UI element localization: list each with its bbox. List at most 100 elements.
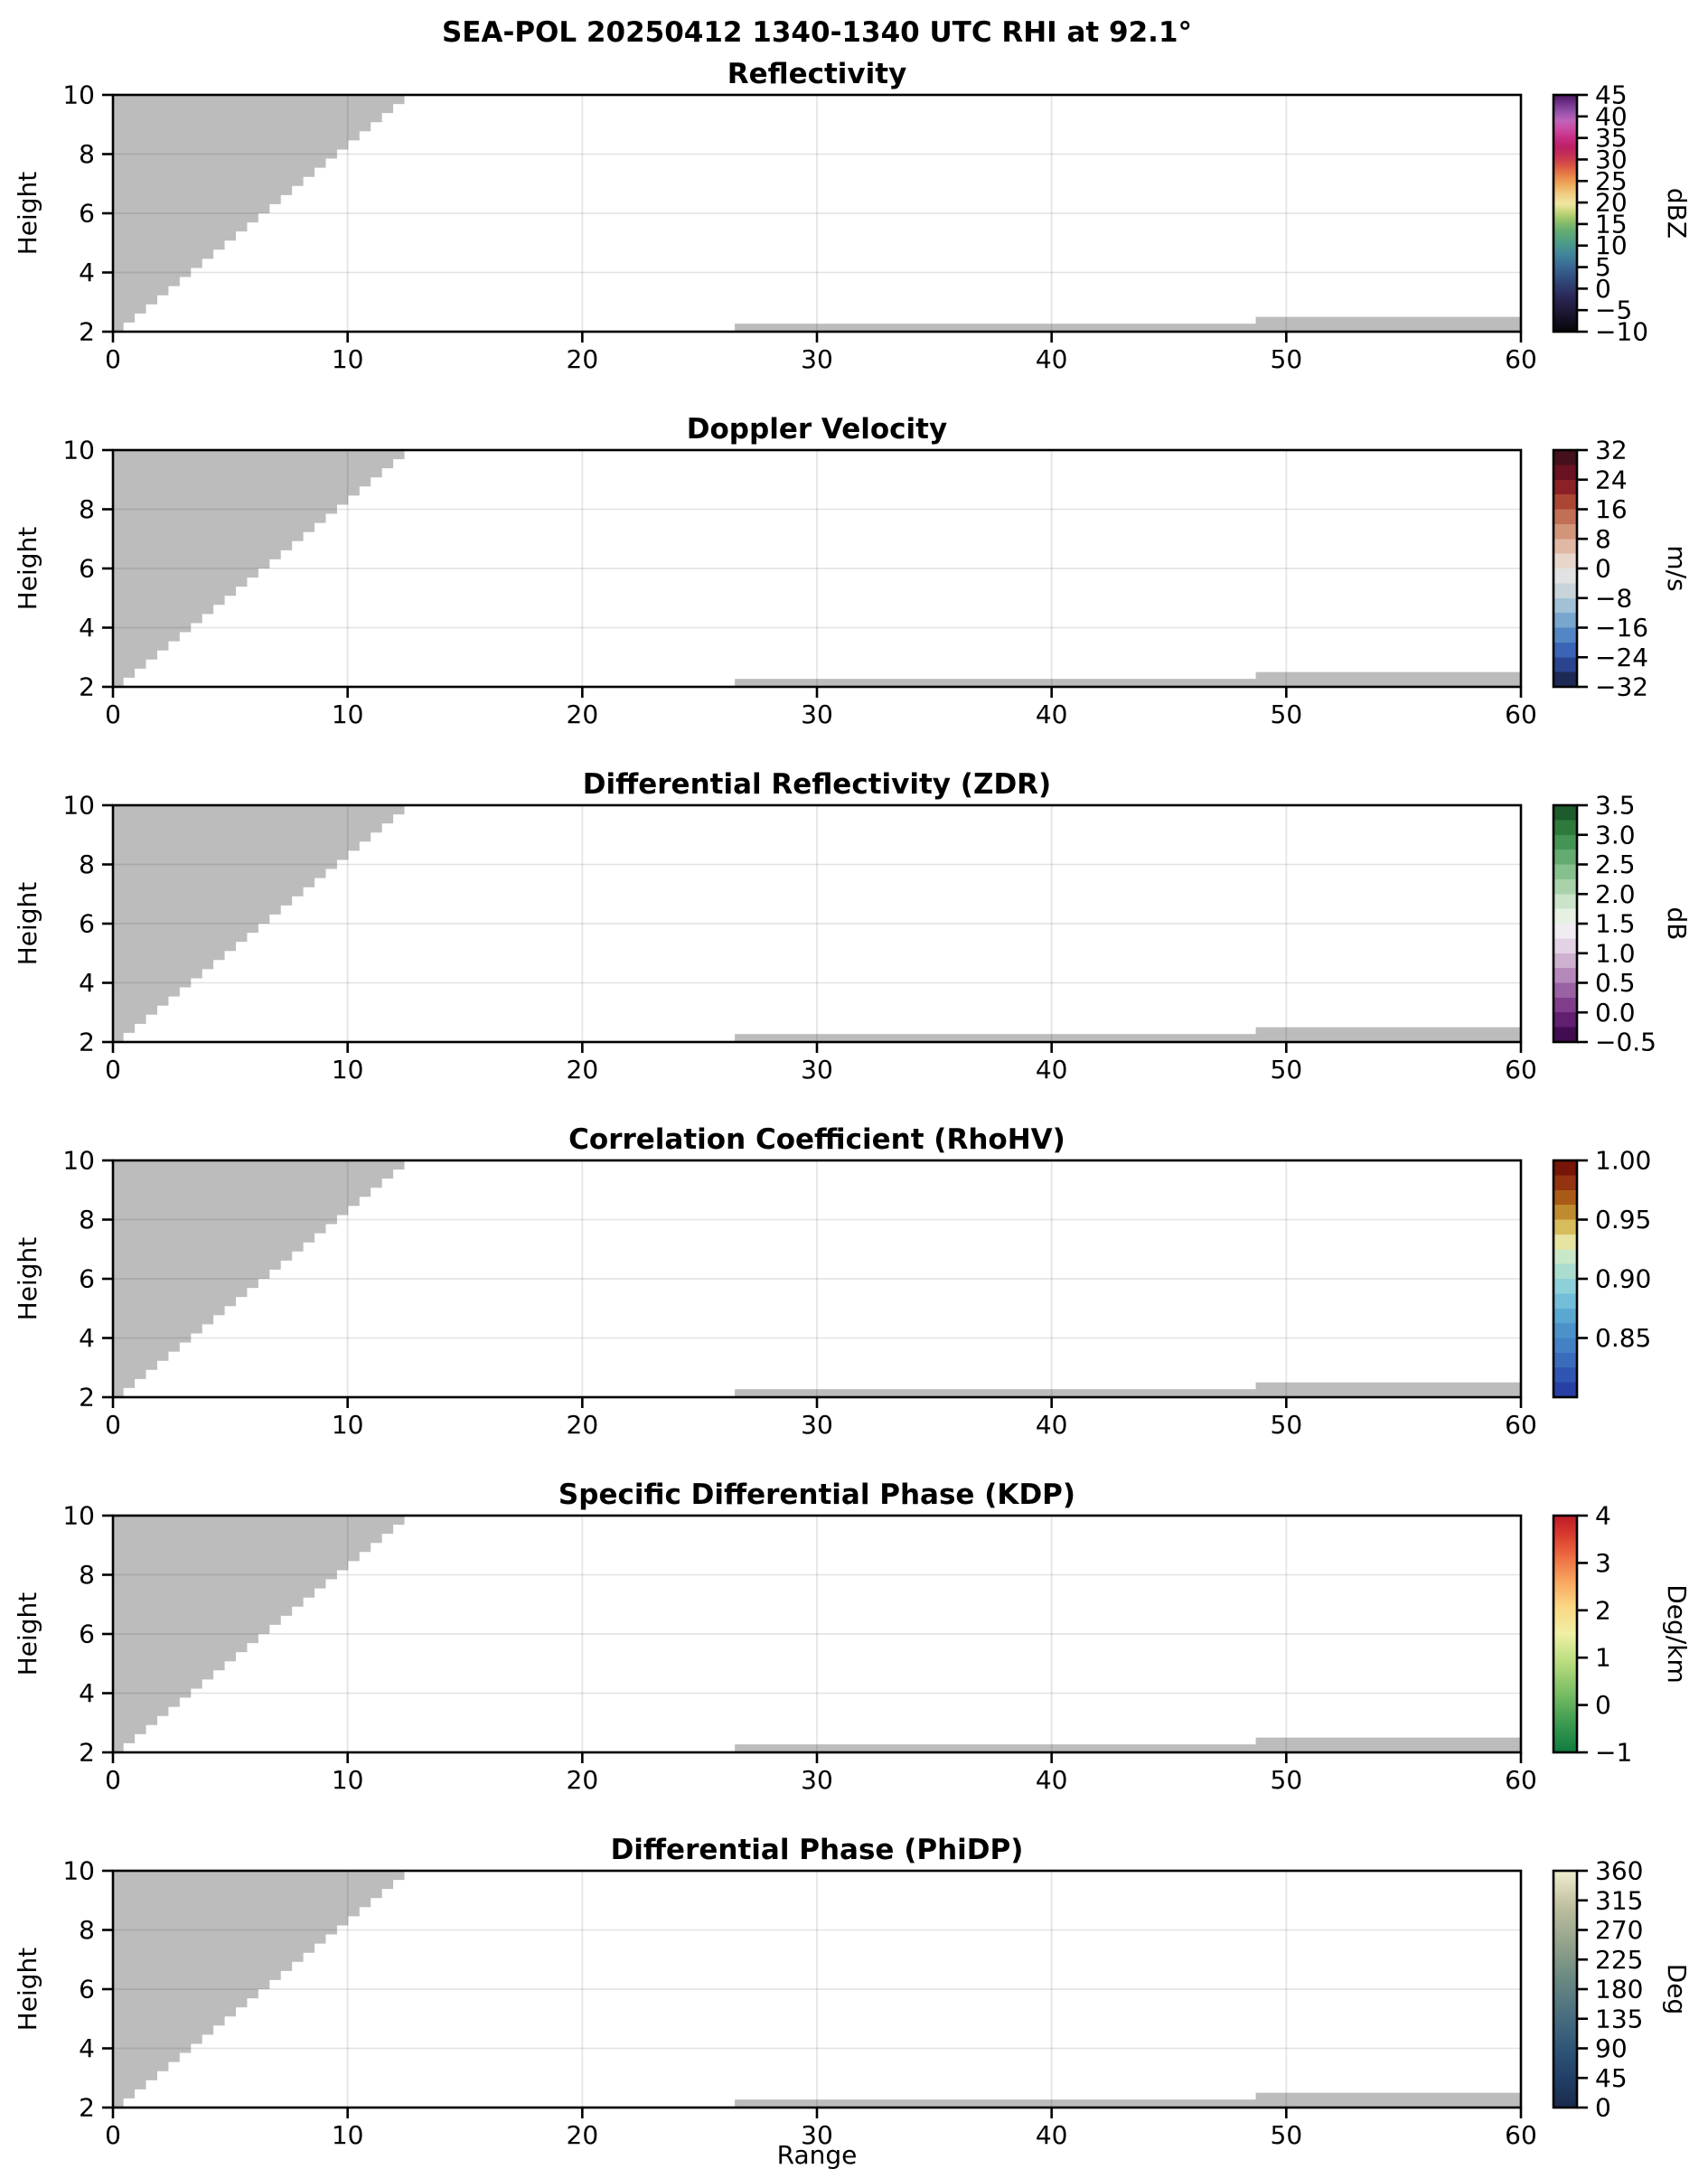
y-tick-label: 6 — [79, 554, 95, 584]
x-tick-label: 40 — [1036, 1765, 1068, 1795]
colorbar-tick-label: 20 — [1595, 188, 1628, 218]
x-tick-label: 50 — [1271, 1055, 1303, 1084]
panel-phidp: Differential Phase (PhiDP)0 10 20 30 40 50 601… — [13, 1834, 1692, 2150]
y-tick-label: 4 — [79, 613, 95, 643]
y-tick-label: 10 — [62, 1146, 95, 1176]
colorbar-tick-label: 8 — [1595, 524, 1611, 554]
colorbar-tick-label: 0.0 — [1595, 998, 1636, 1028]
x-tick-label: 50 — [1271, 1410, 1303, 1440]
x-tick-label: 60 — [1505, 700, 1537, 729]
y-axis-label: Height — [13, 527, 42, 611]
masked-region-strip-1 — [1255, 2092, 1521, 2108]
colorbar-unit-label: dB — [1662, 907, 1692, 941]
x-tick-label: 20 — [567, 2120, 599, 2150]
y-tick-label: 2 — [79, 1383, 95, 1413]
x-tick-label: 40 — [1036, 700, 1068, 729]
figure-title: SEA-POL 20250412 1340-1340 UTC RHI at 92… — [442, 16, 1192, 49]
x-axis-label: Range — [777, 2140, 858, 2169]
x-tick-label: 60 — [1505, 1410, 1537, 1440]
colorbar-tick-label: 2.5 — [1595, 850, 1636, 879]
x-tick-label: 30 — [801, 1410, 833, 1440]
panel-kdp: Specific Differential Phase (KDP)0 10 20 30… — [13, 1479, 1692, 1795]
colorbar-tick-label: 0 — [1595, 2093, 1611, 2123]
x-tick-label: 20 — [567, 344, 599, 374]
y-axis-label: Height — [13, 882, 42, 966]
x-tick-label: 60 — [1505, 2120, 1537, 2150]
panel-velocity: Doppler Velocity 0 10 20 30 40 50 60 10 8 6 4 2 Heigh… — [13, 413, 1692, 729]
colorbar-tick-label: 40 — [1595, 101, 1628, 131]
masked-region-wedge — [113, 450, 416, 687]
colorbar-velocity — [1552, 448, 1579, 689]
y-tick-label: 6 — [79, 1264, 95, 1294]
x-tick-label: 40 — [1036, 2120, 1068, 2150]
masked-region-strip-0 — [735, 1389, 1521, 1397]
colorbar-tick-label: 270 — [1595, 1915, 1643, 1945]
x-tick-label: 20 — [567, 700, 599, 729]
colorbar-tick-label: 3.0 — [1595, 820, 1636, 850]
panel-title-reflectivity: Reflectivity — [727, 58, 907, 90]
colorbar-tick-label: −0.5 — [1595, 1028, 1656, 1057]
x-tick-label: 20 — [567, 1765, 599, 1795]
colorbar-tick-label: 24 — [1595, 465, 1628, 494]
colorbar-unit-label: m/s — [1662, 545, 1692, 591]
colorbar-kdp — [1552, 1514, 1579, 1754]
x-tick-label: 30 — [801, 344, 833, 374]
y-tick-label: 10 — [62, 1501, 95, 1531]
x-tick-label: 50 — [1271, 700, 1303, 729]
y-tick-label: 6 — [79, 199, 95, 229]
colorbar-tick-label: 1.00 — [1595, 1146, 1651, 1176]
masked-region-wedge — [113, 805, 416, 1042]
colorbar-tick-label: 0.95 — [1595, 1205, 1651, 1235]
y-tick-label: 10 — [62, 791, 95, 821]
colorbar-tick-label: 0 — [1595, 274, 1611, 304]
x-tick-label: 10 — [332, 1765, 364, 1795]
masked-region-strip-1 — [1255, 671, 1521, 687]
colorbar-tick-label: −16 — [1595, 613, 1648, 643]
x-tick-label: 10 — [332, 1410, 364, 1440]
x-tick-label: 60 — [1505, 1055, 1537, 1084]
x-tick-label: 60 — [1505, 1765, 1537, 1795]
colorbar-tick-label: 0 — [1595, 554, 1611, 584]
colorbar-unit-label: dBZ — [1662, 188, 1692, 239]
masked-region-wedge — [113, 95, 416, 332]
colorbar-reflectivity — [1552, 93, 1579, 333]
y-tick-label: 8 — [79, 1205, 95, 1235]
panel-title-zdr: Differential Reflectivity (ZDR) — [583, 768, 1051, 801]
masked-region-wedge — [113, 1871, 416, 2108]
masked-region-strip-0 — [735, 679, 1521, 687]
y-tick-label: 8 — [79, 139, 95, 169]
colorbar-tick-label: 3.5 — [1595, 791, 1636, 821]
colorbar-tick-label: 225 — [1595, 1945, 1643, 1975]
colorbar-tick-label: 0.90 — [1595, 1264, 1651, 1294]
y-tick-label: 8 — [79, 1560, 95, 1590]
masked-region-strip-1 — [1255, 1027, 1521, 1042]
x-tick-label: 10 — [332, 700, 364, 729]
y-tick-label: 6 — [79, 1975, 95, 2005]
masked-region-strip-1 — [1255, 316, 1521, 332]
x-tick-label: 30 — [801, 2120, 833, 2150]
panel-title-kdp: Specific Differential Phase (KDP) — [558, 1479, 1075, 1511]
colorbar-tick-label: −32 — [1595, 672, 1648, 702]
colorbar-tick-label: 45 — [1595, 2063, 1628, 2093]
y-tick-label: 6 — [79, 909, 95, 939]
y-tick-label: 2 — [79, 1738, 95, 1768]
panel-title-rhohv: Correlation Coefficient (RhoHV) — [568, 1123, 1065, 1156]
x-tick-label: 20 — [567, 1410, 599, 1440]
colorbar-tick-label: 0 — [1595, 1690, 1611, 1720]
y-tick-label: 2 — [79, 2093, 95, 2123]
x-tick-label: 10 — [332, 2120, 364, 2150]
masked-region-wedge — [113, 1516, 416, 1752]
x-tick-label: 0 — [105, 344, 121, 374]
colorbar-tick-label: 3 — [1595, 1548, 1611, 1578]
colorbar-tick-label: 0.5 — [1595, 968, 1636, 998]
colorbar-tick-label: 1.5 — [1595, 909, 1636, 939]
colorbar-tick-label: 25 — [1595, 166, 1628, 196]
x-tick-label: 50 — [1271, 1765, 1303, 1795]
colorbar-tick-label: 90 — [1595, 2033, 1628, 2063]
panel-rhohv: Correlation Coefficient (RhoHV)0 10 20 30 40… — [13, 1123, 1651, 1440]
y-tick-label: 8 — [79, 1915, 95, 1945]
colorbar-tick-label: 10 — [1595, 230, 1628, 260]
